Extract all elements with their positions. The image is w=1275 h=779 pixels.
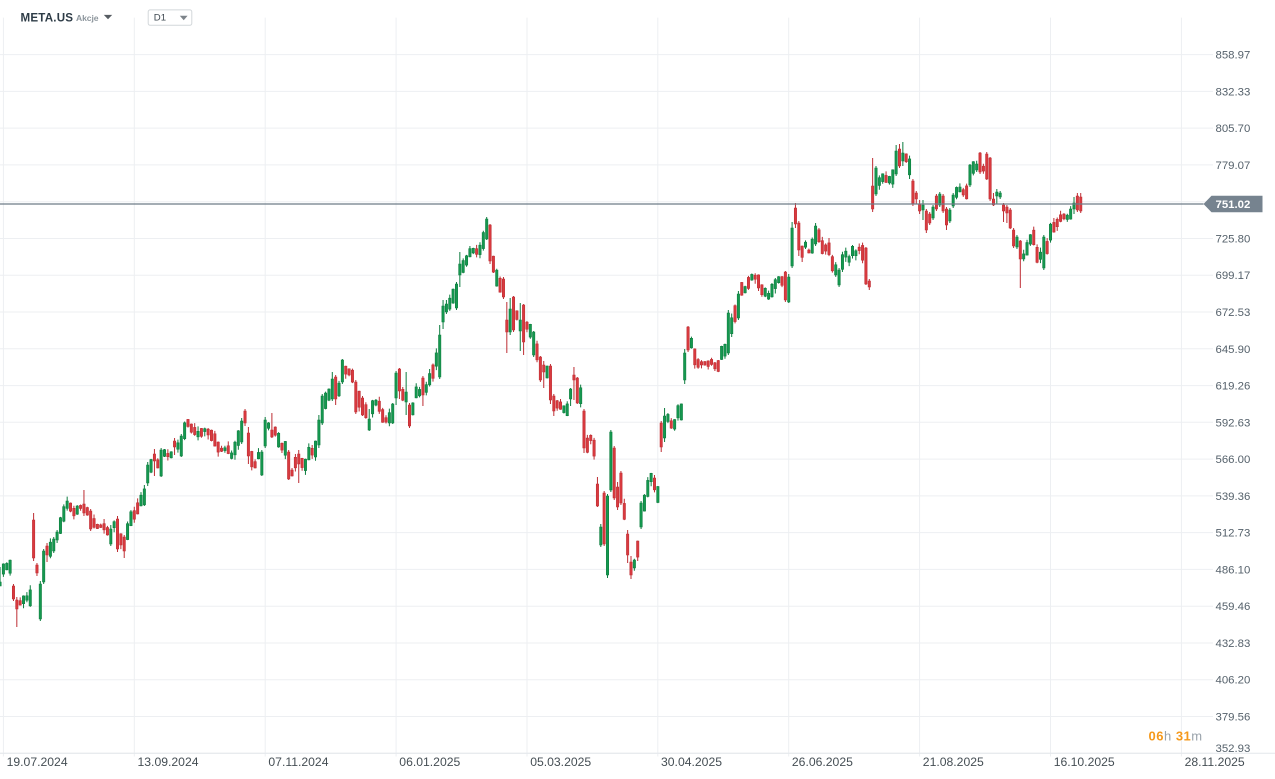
- svg-text:672.53: 672.53: [1216, 307, 1251, 319]
- svg-text:539.36: 539.36: [1216, 491, 1251, 503]
- svg-text:645.90: 645.90: [1216, 344, 1251, 356]
- svg-text:379.56: 379.56: [1216, 712, 1251, 724]
- svg-text:805.70: 805.70: [1216, 123, 1251, 135]
- svg-text:512.73: 512.73: [1216, 528, 1251, 540]
- svg-text:16.10.2025: 16.10.2025: [1054, 755, 1115, 769]
- svg-text:779.07: 779.07: [1216, 160, 1251, 172]
- svg-text:28.11.2025: 28.11.2025: [1185, 755, 1245, 769]
- svg-text:832.33: 832.33: [1216, 86, 1251, 98]
- svg-text:META.US: META.US: [21, 12, 74, 25]
- svg-text:19.07.2024: 19.07.2024: [7, 755, 68, 769]
- svg-text:352.93: 352.93: [1216, 743, 1251, 755]
- svg-text:619.26: 619.26: [1216, 381, 1251, 393]
- svg-text:13.09.2024: 13.09.2024: [138, 755, 199, 769]
- svg-text:26.06.2025: 26.06.2025: [792, 755, 853, 769]
- svg-text:725.80: 725.80: [1216, 234, 1251, 246]
- svg-text:30.04.2025: 30.04.2025: [661, 755, 722, 769]
- svg-text:D1: D1: [154, 12, 166, 23]
- svg-text:06.01.2025: 06.01.2025: [399, 755, 460, 769]
- svg-text:05.03.2025: 05.03.2025: [530, 755, 591, 769]
- svg-text:699.17: 699.17: [1216, 270, 1251, 282]
- svg-text:Akcje: Akcje: [76, 13, 99, 23]
- svg-text:566.00: 566.00: [1216, 454, 1251, 466]
- svg-text:486.10: 486.10: [1216, 564, 1251, 576]
- svg-text:06h 31m: 06h 31m: [1149, 728, 1203, 743]
- svg-text:432.83: 432.83: [1216, 638, 1251, 650]
- svg-text:406.20: 406.20: [1216, 675, 1251, 687]
- svg-text:21.08.2025: 21.08.2025: [923, 755, 984, 769]
- svg-text:592.63: 592.63: [1216, 417, 1251, 429]
- svg-text:459.46: 459.46: [1216, 601, 1251, 613]
- svg-text:751.02: 751.02: [1216, 199, 1251, 211]
- svg-text:858.97: 858.97: [1216, 50, 1251, 62]
- svg-text:07.11.2024: 07.11.2024: [268, 755, 328, 769]
